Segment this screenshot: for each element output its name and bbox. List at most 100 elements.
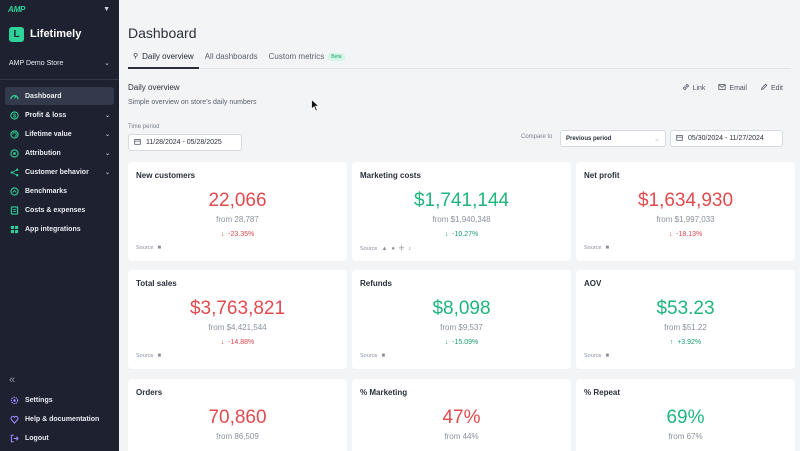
source-label: Source xyxy=(360,353,378,359)
sidebar-item-label: Logout xyxy=(25,434,49,442)
card-title: Refunds xyxy=(360,279,392,288)
dashboard-gauge-icon xyxy=(10,92,19,101)
card-change: ↓ -14.88% xyxy=(128,339,347,346)
sidebar-item-label: Profit & loss xyxy=(25,111,67,119)
card-title: Orders xyxy=(136,388,163,397)
metric-card-marketing-costs[interactable]: Marketing costs $1,741,144 from $1,940,3… xyxy=(352,162,571,261)
link-label: Link xyxy=(692,84,706,92)
dollar-circle-icon: $ xyxy=(10,110,19,120)
pin-icon: ⚲ xyxy=(133,53,139,60)
sidebar-item-label: Settings xyxy=(25,396,53,404)
shopify-icon: ■ xyxy=(381,353,386,359)
metric-card-net-profit[interactable]: Net profit $1,634,930 from $1,997,033 ↓ … xyxy=(576,162,795,261)
sidebar-item-label: Customer behavior xyxy=(25,168,89,176)
main-content: Dashboard ⚲ Daily overview All dashboard… xyxy=(119,0,800,451)
edit-label: Edit xyxy=(770,84,783,92)
card-title: New customers xyxy=(136,171,196,180)
card-value: $1,741,144 xyxy=(413,190,510,211)
dashboard-tabs: ⚲ Daily overview All dashboards Custom m… xyxy=(128,49,791,69)
card-value: 47% xyxy=(442,407,481,428)
email-label: Email xyxy=(729,84,747,92)
chevron-down-icon: ⌄ xyxy=(104,169,110,176)
sidebar-item-label: Costs & expenses xyxy=(25,206,86,214)
card-title: % Marketing xyxy=(360,388,408,397)
sidebar-item-settings[interactable]: Settings xyxy=(5,391,114,409)
apps-grid-icon xyxy=(10,225,19,234)
sidebar-item-app-integrations[interactable]: App integrations xyxy=(5,220,114,238)
sidebar-item-label: Benchmarks xyxy=(25,187,68,195)
tab-all-dashboards[interactable]: All dashboards xyxy=(200,49,263,69)
arrow-down-icon: ↓ xyxy=(220,339,225,346)
card-previous-value: from 67% xyxy=(668,432,703,441)
email-button[interactable]: Email xyxy=(718,83,747,93)
card-change: ↓ -15.09% xyxy=(352,339,571,346)
sidebar-item-attribution[interactable]: Attribution ⌄ xyxy=(5,144,114,162)
compare-period-picker[interactable]: 05/30/2024 - 11/27/2024 xyxy=(670,130,783,147)
dashboard-actions: Link Email Edit xyxy=(682,83,783,93)
card-source: Source ■ xyxy=(584,245,609,251)
compare-value: Previous period xyxy=(566,135,612,142)
sidebar-item-benchmarks[interactable]: Benchmarks xyxy=(5,182,114,200)
chevron-down-icon[interactable]: ▼ xyxy=(103,5,110,13)
source-label: Source xyxy=(584,245,602,251)
tab-daily-overview[interactable]: ⚲ Daily overview xyxy=(128,49,199,69)
amp-logo: AMP xyxy=(8,4,26,14)
arrow-up-icon: ↑ xyxy=(669,339,674,346)
lifetimely-logo-icon: L xyxy=(9,26,24,42)
compare-select[interactable]: Previous period ⌄ xyxy=(560,130,666,147)
source-label: Source xyxy=(136,245,154,251)
sidebar-item-label: Lifetime value xyxy=(25,130,72,138)
metric-card-total-sales[interactable]: Total sales $3,763,821 from $4,421,544 ↓… xyxy=(128,270,347,369)
brand: L Lifetimely xyxy=(0,20,119,48)
chevron-down-icon: ⌄ xyxy=(104,150,110,157)
source-label: Source xyxy=(584,353,602,359)
store-name: AMP Demo Store xyxy=(9,59,64,67)
compare-range-value: 05/30/2024 - 11/27/2024 xyxy=(688,135,764,142)
time-period-picker[interactable]: 11/28/2024 - 05/28/2025 xyxy=(128,134,242,151)
section-title: Daily overview xyxy=(128,83,180,92)
facebook-icon: ● xyxy=(391,245,396,252)
card-value: $3,763,821 xyxy=(189,298,286,319)
card-value: $1,634,930 xyxy=(637,190,734,211)
card-change-value: -14.88% xyxy=(228,339,255,346)
card-value: $8,098 xyxy=(432,298,491,319)
sidebar-item-profit-loss[interactable]: $ Profit & loss ⌄ xyxy=(5,106,114,124)
sidebar-item-help[interactable]: Help & documentation xyxy=(5,410,114,428)
card-previous-value: from $9,537 xyxy=(440,323,483,332)
tab-label: All dashboards xyxy=(204,52,258,61)
compare-label: Compare to xyxy=(521,134,553,140)
card-previous-value: from $1,997,033 xyxy=(656,215,715,224)
svg-text:$: $ xyxy=(13,113,16,119)
sidebar-bottom-nav: Settings Help & documentation Logout xyxy=(0,390,119,448)
metric-card-new-customers[interactable]: New customers 22,066 from 28,787 ↓ -23.3… xyxy=(128,162,347,261)
sidebar-item-lifetime-value[interactable]: Lifetime value ⌄ xyxy=(5,125,114,143)
chevron-down-icon: ⌄ xyxy=(654,135,660,143)
google-ads-icon: ▲ xyxy=(381,245,388,252)
card-change: ↓ -10.27% xyxy=(352,231,571,238)
edit-button[interactable]: Edit xyxy=(760,83,783,93)
beta-badge: Beta xyxy=(328,53,345,61)
card-title: % Repeat xyxy=(584,388,621,397)
tab-custom-metrics[interactable]: Custom metrics Beta xyxy=(264,49,350,69)
sidebar-item-logout[interactable]: Logout xyxy=(5,429,114,447)
metric-card-marketing-percent[interactable]: % Marketing 47% from 44% xyxy=(352,379,571,451)
collapse-sidebar-icon[interactable]: « xyxy=(9,374,16,386)
sidebar-item-dashboard[interactable]: Dashboard xyxy=(5,87,114,105)
benchmark-icon xyxy=(10,186,19,196)
card-value: 69% xyxy=(666,407,705,428)
help-icon xyxy=(10,415,19,424)
sidebar-item-costs-expenses[interactable]: Costs & expenses xyxy=(5,201,114,219)
link-button[interactable]: Link xyxy=(682,83,706,93)
sidebar-item-customer-behavior[interactable]: Customer behavior ⌄ xyxy=(5,163,114,181)
metric-card-refunds[interactable]: Refunds $8,098 from $9,537 ↓ -15.09% Sou… xyxy=(352,270,571,369)
sidebar-item-label: Help & documentation xyxy=(25,415,100,423)
org-switcher[interactable]: AMP ▼ xyxy=(0,0,119,18)
time-period-value: 11/28/2024 - 05/28/2025 xyxy=(146,139,222,146)
source-label: Source xyxy=(136,353,154,359)
metric-card-orders[interactable]: Orders 70,860 from 86,509 xyxy=(128,379,347,451)
chevron-down-icon: ⌄ xyxy=(104,131,110,138)
metric-card-aov[interactable]: AOV $53.23 from $51.22 ↑ +3.92% Source ■ xyxy=(576,270,795,369)
card-change-value: -23.35% xyxy=(228,231,255,238)
metric-card-repeat-percent[interactable]: % Repeat 69% from 67% xyxy=(576,379,795,451)
store-selector[interactable]: AMP Demo Store ⌄ xyxy=(0,53,119,73)
